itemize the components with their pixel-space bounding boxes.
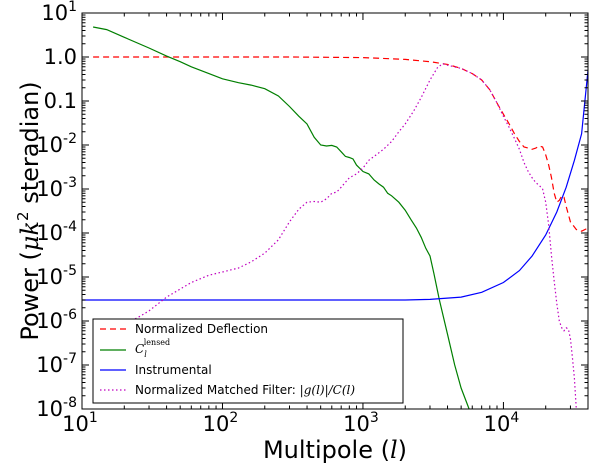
y-tick-label: 10-4	[36, 219, 77, 245]
y-tick-label: 10-2	[36, 131, 77, 157]
x-axis-title: Multipole (l)	[263, 436, 407, 464]
y-tick-label: 0.1	[44, 89, 77, 113]
legend-label-matched-filter: Normalized Matched Filter: |g(l)|/C(l)	[135, 383, 355, 397]
x-tick-label: 104	[484, 410, 520, 436]
y-tick-label: 10-3	[36, 175, 77, 201]
series-line-instrumental	[82, 70, 588, 301]
y-tick-label: 10-5	[36, 263, 77, 289]
legend-label-instrumental: Instrumental	[135, 363, 212, 377]
y-tick-label: 10-8	[36, 395, 77, 421]
y-tick-label: 10-7	[36, 351, 77, 377]
plot-frame	[81, 12, 589, 410]
x-tick-label: 102	[203, 410, 239, 436]
legend-box	[92, 318, 404, 404]
x-tick-label: 101	[62, 410, 98, 436]
axis-ticks	[81, 12, 589, 410]
series-layer	[82, 26, 588, 409]
y-tick-label: 10-6	[36, 307, 77, 333]
legend: Normalized Deflection Cllensed Instrumen…	[92, 318, 404, 404]
x-tick-label: 103	[343, 410, 379, 436]
tick-labels: 101 102 103 104 101 1.0 0.1 10-2 10-3 10-4 10-5 10-…	[36, 0, 519, 436]
y-tick-label: 1.0	[44, 45, 77, 69]
legend-label-deflection: Normalized Deflection	[135, 322, 268, 336]
y-axis-title: Power (μk2 steradian)	[14, 81, 44, 340]
legend-label-cl-lensed: Cllensed	[135, 338, 170, 359]
y-tick-label: 101	[41, 0, 77, 25]
series-line-cl_lensed	[92, 26, 470, 409]
series-line-matched_filter	[124, 63, 577, 409]
series-line-deflection	[93, 56, 588, 232]
